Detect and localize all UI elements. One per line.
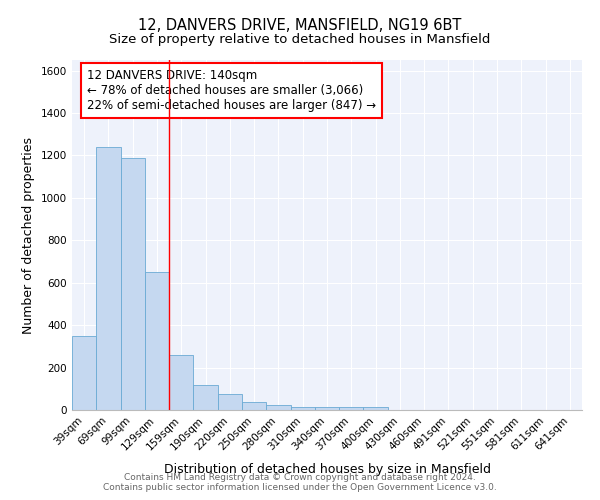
- Bar: [145, 272, 169, 410]
- Y-axis label: Number of detached properties: Number of detached properties: [22, 136, 35, 334]
- Bar: [242, 402, 266, 410]
- Text: Contains HM Land Registry data © Crown copyright and database right 2024.
Contai: Contains HM Land Registry data © Crown c…: [103, 473, 497, 492]
- Bar: [290, 407, 315, 410]
- Bar: [315, 407, 339, 410]
- Bar: [339, 407, 364, 410]
- Text: Size of property relative to detached houses in Mansfield: Size of property relative to detached ho…: [109, 32, 491, 46]
- Bar: [121, 158, 145, 410]
- Text: 12, DANVERS DRIVE, MANSFIELD, NG19 6BT: 12, DANVERS DRIVE, MANSFIELD, NG19 6BT: [139, 18, 461, 32]
- Bar: [266, 404, 290, 410]
- Bar: [364, 407, 388, 410]
- Text: 12 DANVERS DRIVE: 140sqm
← 78% of detached houses are smaller (3,066)
22% of sem: 12 DANVERS DRIVE: 140sqm ← 78% of detach…: [88, 69, 376, 112]
- X-axis label: Distribution of detached houses by size in Mansfield: Distribution of detached houses by size …: [163, 463, 491, 476]
- Bar: [169, 355, 193, 410]
- Bar: [96, 147, 121, 410]
- Bar: [72, 336, 96, 410]
- Bar: [218, 394, 242, 410]
- Bar: [193, 384, 218, 410]
